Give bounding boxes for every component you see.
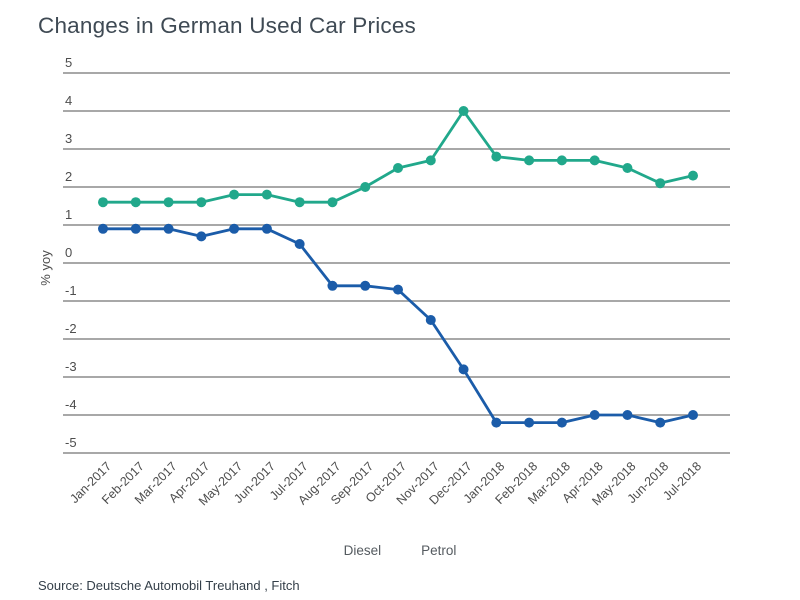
data-point-diesel <box>393 284 403 295</box>
legend-item-petrol: Petrol <box>421 543 457 558</box>
data-point-petrol <box>622 163 633 173</box>
data-point-diesel <box>229 223 240 234</box>
y-tick-label: -2 <box>65 321 77 336</box>
data-point-petrol <box>261 189 272 200</box>
series-line-diesel <box>101 227 695 425</box>
data-point-diesel <box>491 417 502 428</box>
data-point-diesel <box>655 417 666 428</box>
data-point-diesel <box>589 410 600 420</box>
data-point-diesel <box>196 231 207 242</box>
data-point-diesel <box>524 417 535 428</box>
data-point-diesel <box>556 417 567 428</box>
y-tick-label: 5 <box>65 55 72 70</box>
data-point-diesel <box>425 315 436 325</box>
data-point-petrol <box>688 170 698 181</box>
data-point-diesel <box>98 223 108 234</box>
data-point-petrol <box>655 178 666 189</box>
y-tick-label: 4 <box>65 93 72 108</box>
series-line-petrol <box>101 109 695 204</box>
source-attribution: Source: Deutsche Automobil Treuhand , Fi… <box>38 578 300 593</box>
data-point-petrol <box>491 151 502 162</box>
y-tick-label: -1 <box>65 283 77 298</box>
data-point-petrol <box>163 197 174 208</box>
data-point-diesel <box>294 239 305 249</box>
y-tick-label: 0 <box>65 245 72 260</box>
data-point-petrol <box>458 106 469 116</box>
data-point-diesel <box>130 223 141 234</box>
legend-item-diesel: Diesel <box>343 543 382 558</box>
data-point-diesel <box>622 410 633 420</box>
y-axis-title: % yoy <box>38 250 53 286</box>
y-tick-label: -3 <box>65 359 77 374</box>
data-point-petrol <box>196 197 207 208</box>
y-tick-label: -5 <box>65 435 77 450</box>
chart-title: Changes in German Used Car Prices <box>38 13 417 38</box>
data-point-petrol <box>130 197 141 208</box>
data-point-petrol <box>327 197 338 208</box>
chart-legend: Diesel Petrol <box>0 543 800 558</box>
data-point-diesel <box>163 223 174 234</box>
y-tick-label: 2 <box>65 169 72 184</box>
data-point-petrol <box>229 189 240 200</box>
data-point-petrol <box>360 182 371 192</box>
data-point-diesel <box>458 364 469 375</box>
data-point-petrol <box>589 155 600 166</box>
y-tick-label: -4 <box>65 397 77 412</box>
data-point-diesel <box>327 280 338 291</box>
data-point-petrol <box>524 155 535 166</box>
y-tick-label: 1 <box>65 207 72 222</box>
data-point-petrol <box>294 197 305 208</box>
data-point-diesel <box>688 410 698 420</box>
y-tick-label: 3 <box>65 131 72 146</box>
data-point-petrol <box>98 197 108 208</box>
data-point-petrol <box>556 155 567 166</box>
data-point-petrol <box>393 163 403 173</box>
data-point-petrol <box>425 155 436 166</box>
data-point-diesel <box>360 280 371 291</box>
data-point-diesel <box>261 223 272 234</box>
